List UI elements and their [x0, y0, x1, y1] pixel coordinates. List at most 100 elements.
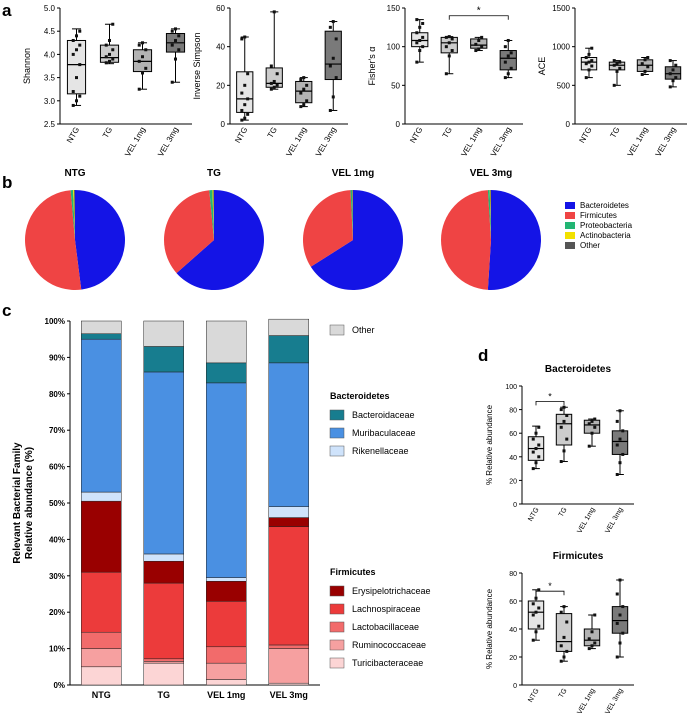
data-point: [334, 76, 338, 80]
legend-label: Lachnospiraceae: [352, 604, 421, 614]
data-point: [587, 60, 591, 64]
data-point: [328, 25, 332, 29]
significance-bracket: [448, 15, 509, 20]
data-point: [328, 108, 332, 112]
bar-segment-ruminococcaceae: [206, 662, 247, 680]
shannon-boxplot: Shannon 2.5 3.0 3.5 4.0 4.5 5.0 NTG TG VEL 1mg VEL…: [22, 4, 192, 158]
y-tick-label: 0: [513, 502, 517, 509]
bar-segment-ruminococcaceae: [268, 648, 309, 684]
data-point: [565, 620, 569, 624]
significance-marker: *: [548, 581, 552, 591]
data-point: [640, 73, 644, 77]
y-axis-label: ACE: [537, 57, 547, 76]
y-tick-label: 0: [396, 120, 401, 129]
bar-segment-lachnospiraceae: [268, 526, 309, 646]
legend-label: Lactobacillaceae: [352, 622, 419, 632]
data-point: [141, 41, 144, 45]
data-point: [615, 62, 619, 66]
data-point: [450, 49, 454, 53]
data-point: [474, 42, 478, 46]
data-point: [331, 95, 335, 99]
bar-segment-turicibacteraceae: [81, 666, 122, 686]
data-point: [269, 81, 273, 85]
data-point: [447, 35, 451, 39]
data-point: [144, 66, 148, 70]
data-point: [108, 59, 111, 63]
pie-slice-bacteroidetes: [176, 190, 265, 290]
data-point: [447, 54, 451, 58]
pie-slice-other: [74, 190, 75, 240]
data-point: [477, 47, 481, 51]
data-point: [503, 60, 507, 64]
x-tick-label: TG: [158, 690, 171, 700]
y-tick-label: 40: [509, 455, 517, 462]
data-point: [444, 35, 448, 39]
data-point: [302, 103, 306, 107]
data-point: [646, 55, 650, 59]
box: [664, 66, 682, 80]
y-tick-label: 3.5: [44, 74, 56, 83]
data-point: [559, 425, 563, 429]
legend-label: Muribaculaceae: [352, 428, 416, 438]
data-point: [272, 10, 276, 14]
data-point: [534, 431, 538, 435]
data-point: [75, 76, 78, 80]
data-point: [246, 112, 250, 116]
y-axis-label-line-1: Relevant Bacterial Family: [12, 442, 23, 564]
bar-segment-erysipelotrichaceae: [143, 560, 184, 584]
data-point: [275, 72, 279, 76]
box: [440, 36, 458, 54]
data-point: [559, 460, 563, 464]
y-tick-label: 0: [566, 120, 571, 129]
data-point: [477, 38, 481, 42]
y-tick-label: 80: [509, 571, 517, 578]
box: [265, 67, 283, 88]
data-point: [174, 27, 177, 31]
data-point: [170, 43, 174, 47]
data-point: [531, 467, 535, 471]
data-point: [331, 56, 335, 60]
data-point: [144, 48, 148, 52]
data-point: [305, 83, 309, 87]
pie-slice-actinobacteria: [352, 190, 353, 240]
bar-segment-rikenellaceae: [268, 506, 309, 518]
legend-label: Firmicutes: [580, 211, 617, 220]
x-tick-label: NTG: [233, 126, 249, 145]
data-point: [71, 90, 75, 94]
bar-segment-turicibacteraceae: [268, 682, 309, 686]
firmicutes-boxplot: Firmicutes % Relative abundance 0 20 40 60 80 N…: [485, 551, 634, 716]
inverse-simpson-boxplot: Inverse Simpson 0 20 40 60 NTG TG VEL 1mg VEL 3m…: [192, 4, 348, 158]
data-point: [450, 37, 454, 41]
data-point: [421, 35, 425, 39]
data-point: [559, 659, 563, 663]
bar-segment-lactobacillaceae: [268, 644, 309, 649]
data-point: [615, 655, 619, 659]
y-tick-label: 30%: [49, 572, 65, 581]
legend-swatch: [565, 232, 575, 239]
bar-segment-erysipelotrichaceae: [268, 517, 309, 527]
legend-swatch: [329, 657, 345, 669]
x-tick-label: TG: [266, 126, 279, 140]
x-tick-label: TG: [441, 126, 454, 140]
y-axis-label-line-2: Relative abundance (%): [24, 447, 35, 559]
y-tick-label: 4.0: [44, 50, 56, 59]
data-point: [615, 419, 619, 423]
y-tick-label: 60: [509, 431, 517, 438]
data-point: [587, 52, 591, 56]
data-point: [78, 43, 82, 47]
pie-slice-other: [490, 190, 491, 240]
data-point: [480, 45, 484, 49]
bar-segment-erysipelotrichaceae: [206, 581, 247, 602]
data-point: [71, 103, 75, 107]
data-point: [415, 41, 419, 45]
data-point: [444, 45, 448, 49]
y-tick-label: 40%: [49, 535, 65, 544]
y-tick-label: 100: [387, 43, 401, 52]
bar-segment-rikenellaceae: [81, 491, 122, 502]
y-tick-label: 10%: [49, 645, 65, 654]
data-point: [170, 80, 174, 84]
data-point: [174, 57, 177, 61]
data-point: [537, 455, 541, 459]
data-point: [275, 83, 279, 87]
box: [132, 49, 153, 73]
